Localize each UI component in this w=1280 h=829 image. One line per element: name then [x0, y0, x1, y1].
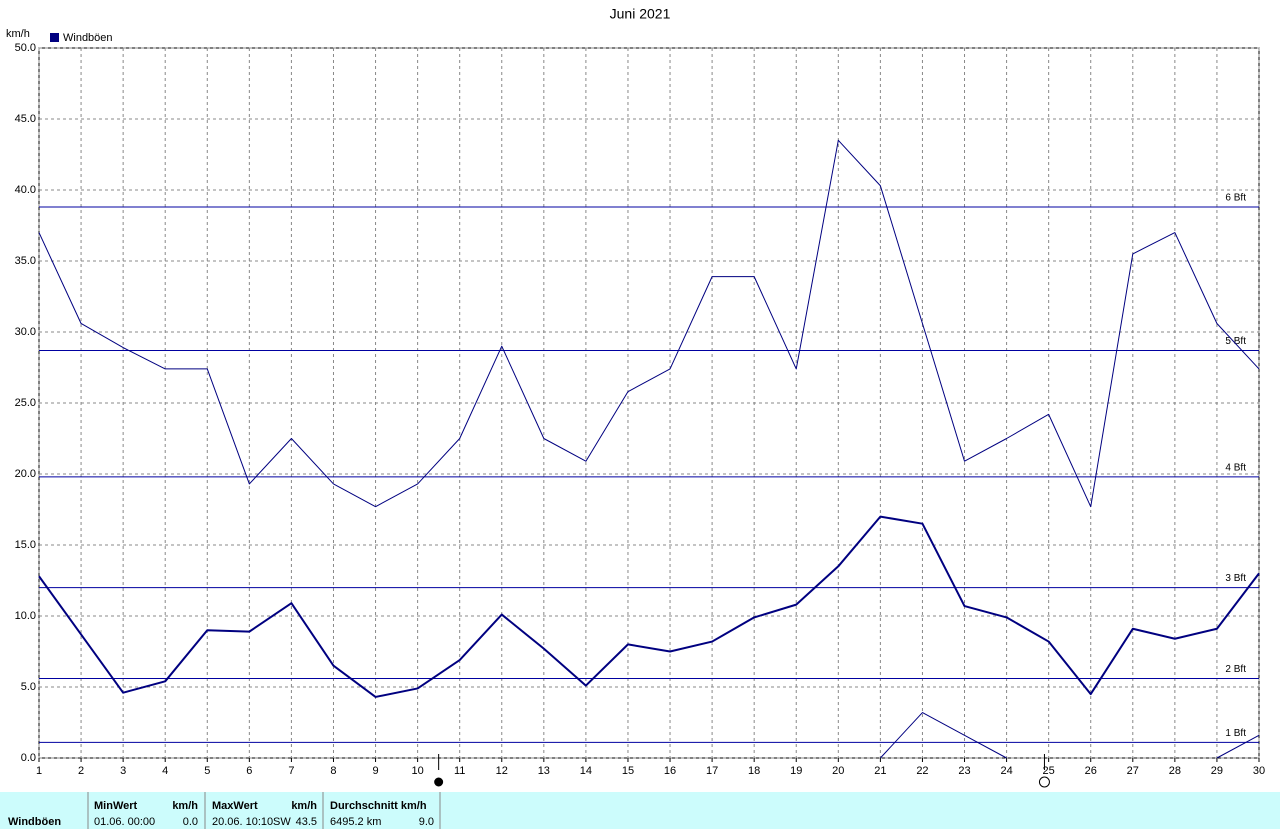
x-tick-label: 24: [1000, 765, 1012, 777]
y-tick-label: 5.0: [21, 681, 36, 693]
x-tick-label: 1: [36, 765, 42, 777]
reference-label: 6 Bft: [1225, 193, 1246, 204]
x-tick-label: 22: [916, 765, 928, 777]
summary-unit: km/h: [291, 800, 317, 812]
x-tick-label: 30: [1253, 765, 1265, 777]
x-tick-label: 26: [1085, 765, 1097, 777]
y-tick-label: 50.0: [15, 42, 36, 54]
x-tick-label: 13: [538, 765, 550, 777]
summary-value: 0.0: [183, 816, 198, 828]
series-line: [38, 515, 1260, 698]
x-tick-label: 12: [496, 765, 508, 777]
x-tick-label: 4: [162, 765, 168, 777]
y-tick-label: 40.0: [15, 184, 36, 196]
summary-direction: SW: [273, 816, 291, 828]
x-tick-label: 10: [411, 765, 423, 777]
summary-label: Windböen: [8, 816, 61, 828]
y-tick-label: 15.0: [15, 539, 36, 551]
summary-header: Durchschnitt km/h: [330, 800, 427, 812]
x-tick-label: 23: [958, 765, 970, 777]
x-tick-label: 9: [372, 765, 378, 777]
x-tick-label: 29: [1211, 765, 1223, 777]
legend-label: Windböen: [63, 32, 113, 44]
y-tick-label: 20.0: [15, 468, 36, 480]
summary-header: MinWert: [94, 800, 138, 812]
y-tick-label: 25.0: [15, 397, 36, 409]
reference-label: 2 Bft: [1225, 664, 1246, 675]
x-tick-label: 8: [330, 765, 336, 777]
x-tick-label: 14: [580, 765, 592, 777]
x-tick-label: 6: [246, 765, 252, 777]
x-tick-label: 25: [1043, 765, 1055, 777]
summary-value: 9.0: [419, 816, 434, 828]
summary-distance: 6495.2 km: [330, 816, 381, 828]
reference-label: 1 Bft: [1225, 728, 1246, 739]
x-tick-label: 27: [1127, 765, 1139, 777]
summary-value: 43.5: [296, 816, 317, 828]
x-tick-label: 28: [1169, 765, 1181, 777]
y-tick-label: 35.0: [15, 255, 36, 267]
y-tick-label: 45.0: [15, 113, 36, 125]
x-tick-label: 11: [454, 765, 465, 777]
x-tick-label: 2: [78, 765, 84, 777]
x-tick-label: 5: [204, 765, 210, 777]
reference-label: 3 Bft: [1225, 573, 1246, 584]
y-tick-label: 0.0: [21, 752, 36, 764]
reference-label: 5 Bft: [1225, 336, 1246, 347]
y-tick-label: 30.0: [15, 326, 36, 338]
summary-time: 20.06. 10:10: [212, 816, 273, 828]
x-tick-label: 21: [874, 765, 886, 777]
summary-strip: [0, 792, 1280, 829]
x-tick-label: 3: [120, 765, 126, 777]
legend-swatch: [50, 33, 59, 42]
chart-title: Juni 2021: [610, 6, 671, 22]
series-line: [38, 139, 1260, 508]
x-tick-label: 16: [664, 765, 676, 777]
y-tick-label: 10.0: [15, 610, 36, 622]
x-tick-label: 7: [288, 765, 294, 777]
summary-header: MaxWert: [212, 800, 258, 812]
x-tick-label: 17: [706, 765, 718, 777]
x-tick-label: 19: [790, 765, 802, 777]
y-axis-label: km/h: [6, 28, 30, 40]
summary-unit: km/h: [172, 800, 198, 812]
reference-label: 4 Bft: [1225, 462, 1246, 473]
x-tick-label: 15: [622, 765, 634, 777]
x-tick-label: 18: [748, 765, 760, 777]
summary-time: 01.06. 00:00: [94, 816, 155, 828]
x-tick-label: 20: [832, 765, 844, 777]
moon-marker: [1038, 776, 1050, 788]
series-line: [880, 712, 1260, 759]
moon-marker: [434, 777, 444, 787]
